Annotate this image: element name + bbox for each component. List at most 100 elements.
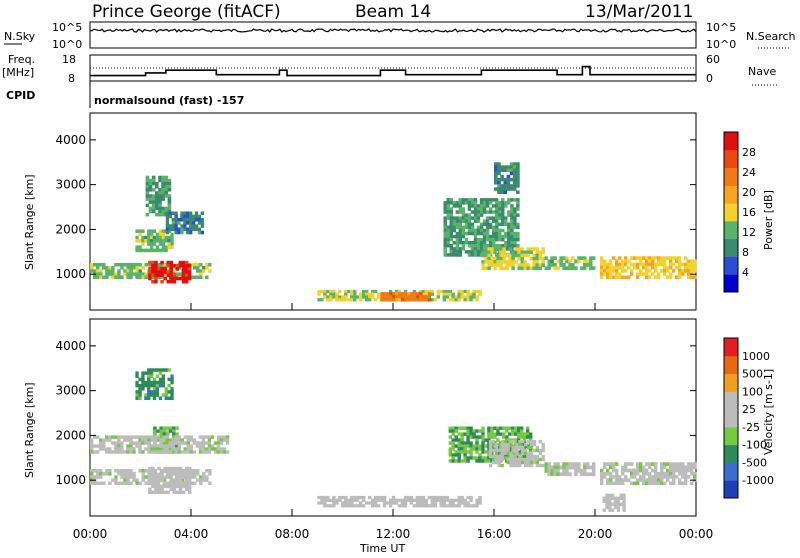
heatmap-cell-7	[521, 451, 525, 456]
heatmap-cell-4	[99, 438, 103, 442]
heatmap-cell-2	[164, 387, 168, 391]
heatmap-cell-3	[161, 194, 165, 198]
heatmap-cell-7	[516, 225, 520, 230]
heatmap-cell-9	[624, 465, 628, 470]
heatmap-cell-0	[105, 266, 109, 270]
heatmap-cell-7	[479, 201, 484, 205]
heatmap-cell-7	[497, 448, 501, 453]
heatmap-cell-4	[180, 217, 184, 222]
heatmap-cell-6	[386, 298, 390, 302]
heatmap-cell-9	[497, 165, 501, 169]
heatmap-cell-7	[497, 454, 501, 459]
heatmap-cell-11	[603, 265, 607, 270]
heatmap-cell-1	[154, 490, 158, 494]
heatmap-cell-7	[482, 222, 487, 227]
heatmap-cell-6	[496, 426, 500, 430]
x-tick-label: 12:00	[376, 527, 411, 541]
heatmap-cell-0	[132, 472, 136, 476]
heatmap-cell-2	[135, 371, 139, 375]
heatmap-cell-7	[510, 207, 514, 211]
heatmap-cell-7	[458, 253, 462, 257]
heatmap-cell-4	[141, 435, 145, 439]
heatmap-cell-4	[129, 447, 133, 451]
heatmap-cell-4	[135, 444, 139, 448]
heatmap-cell-8	[523, 263, 527, 267]
heatmap-cell-9	[663, 481, 667, 486]
heatmap-cell-6	[424, 298, 429, 302]
heatmap-cell-2	[150, 393, 154, 397]
heatmap-cell-9	[654, 475, 658, 479]
heatmap-cell-6	[481, 444, 485, 448]
heatmap-cell-8	[568, 462, 572, 467]
heatmap-cell-5	[347, 501, 351, 505]
heatmap-cell-4	[200, 211, 204, 216]
heatmap-cell-10	[553, 256, 557, 261]
heatmap-cell-8	[484, 266, 488, 271]
heatmap-cell-9	[516, 162, 520, 166]
heatmap-cell-5	[338, 298, 342, 302]
nave-tick-bottom: 0	[706, 72, 713, 85]
heatmap-cell-5	[365, 501, 369, 505]
heatmap-cell-7	[504, 201, 508, 205]
heatmap-cell-2	[167, 377, 171, 382]
heatmap-cell-1	[187, 270, 192, 274]
heatmap-cell-1	[181, 472, 186, 477]
heatmap-cell-2	[135, 380, 139, 385]
heatmap-cell-6	[448, 426, 452, 430]
heatmap-cell-2	[135, 383, 139, 388]
heatmap-cell-7	[501, 234, 505, 239]
heatmap-cell-6	[448, 447, 452, 451]
heatmap-cell-9	[690, 481, 694, 486]
heatmap-cell-7	[535, 448, 539, 453]
heatmap-cell-3	[148, 178, 153, 183]
heatmap-cell-0	[162, 263, 167, 267]
heatmap-cell-4	[129, 450, 133, 454]
heatmap-cell-0	[150, 275, 154, 279]
heatmap-cell-3	[161, 212, 165, 217]
heatmap-cell-5	[457, 289, 461, 294]
heatmap-cell-4	[177, 435, 181, 439]
heatmap-cell-7	[473, 207, 478, 211]
heatmap-cell-1	[151, 478, 155, 483]
heatmap-cell-9	[672, 465, 676, 470]
heatmap-cell-4	[165, 221, 170, 225]
heatmap-cell-4	[114, 447, 118, 451]
heatmap-cell-10	[611, 508, 615, 512]
heatmap-cell-4	[174, 230, 178, 235]
heatmap-cell-1	[169, 466, 173, 471]
heatmap-cell-11	[669, 259, 673, 264]
heatmap-cell-9	[648, 475, 652, 479]
heatmap-cell-7	[541, 445, 545, 450]
heatmap-cell-6	[457, 438, 461, 442]
heatmap-cell-4	[141, 438, 145, 442]
heatmap-cell-10	[547, 259, 551, 264]
heatmap-cell-11	[621, 275, 625, 280]
heatmap-cell-4	[129, 435, 133, 439]
heatmap-cell-0	[162, 478, 167, 482]
heatmap-cell-7	[449, 237, 453, 242]
heatmap-cell-0	[208, 269, 212, 273]
heatmap-cell-0	[117, 469, 121, 473]
date-title: 13/Mar/2011	[585, 2, 693, 22]
heatmap-cell-4	[189, 214, 193, 219]
heatmap-cell-7	[516, 222, 520, 227]
heatmap-cell-7	[479, 247, 484, 251]
heatmap-cell-4	[186, 441, 190, 445]
heatmap-cell-0	[199, 475, 203, 479]
heatmap-cell-8	[493, 266, 497, 271]
heatmap-cell-4	[183, 214, 187, 219]
heatmap-cell-7	[516, 204, 520, 208]
heatmap-cell-7	[535, 445, 539, 450]
heatmap-cell-8	[487, 253, 491, 258]
heatmap-cell-2	[150, 242, 154, 246]
heatmap-cell-7	[464, 231, 469, 236]
heatmap-cell-11	[651, 272, 655, 276]
heatmap-cell-11	[615, 272, 619, 276]
heatmap-cell-7	[541, 457, 545, 462]
heatmap-cell-2	[150, 248, 154, 253]
heatmap-cell-1	[169, 478, 173, 483]
heatmap-cell-10	[583, 263, 587, 267]
heatmap-cell-9	[509, 184, 514, 188]
heatmap-cell-4	[174, 217, 178, 222]
